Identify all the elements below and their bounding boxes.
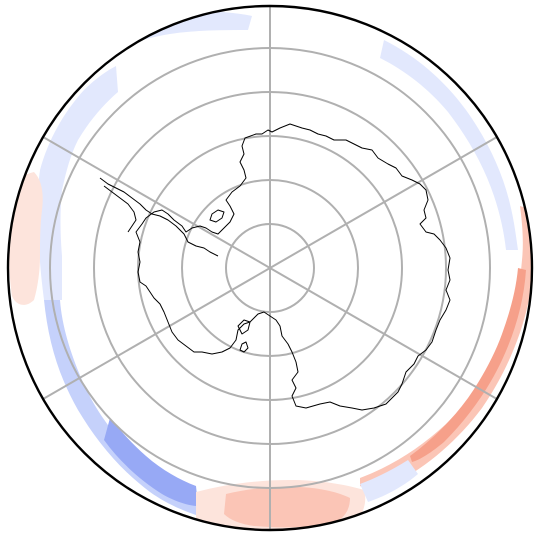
- western-red-patch: [9, 172, 43, 305]
- peninsula-coast: [99, 177, 219, 257]
- map-boundary: [6, 4, 534, 532]
- coastline-main: [135, 123, 451, 411]
- antarctica-coastline: [99, 123, 451, 411]
- anomaly-layer: [9, 9, 532, 530]
- island-small: [239, 341, 249, 353]
- atlantic-red-core: [224, 486, 350, 528]
- peninsula-coast-inner: [103, 185, 137, 233]
- southeast-blue-patch: [360, 460, 418, 502]
- graticule: [42, 6, 498, 530]
- western-blue-band: [38, 66, 118, 300]
- ice-shelf-west: [237, 319, 251, 335]
- north-blue-patch: [92, 9, 252, 56]
- meridian-line: [42, 136, 271, 269]
- meridian-line: [269, 267, 498, 400]
- meridian-line: [269, 136, 498, 269]
- northeast-blue-band: [380, 40, 518, 250]
- ice-shelf-east: [209, 209, 225, 223]
- south-pacific-blue-core: [104, 418, 198, 506]
- meridian-line: [42, 267, 271, 400]
